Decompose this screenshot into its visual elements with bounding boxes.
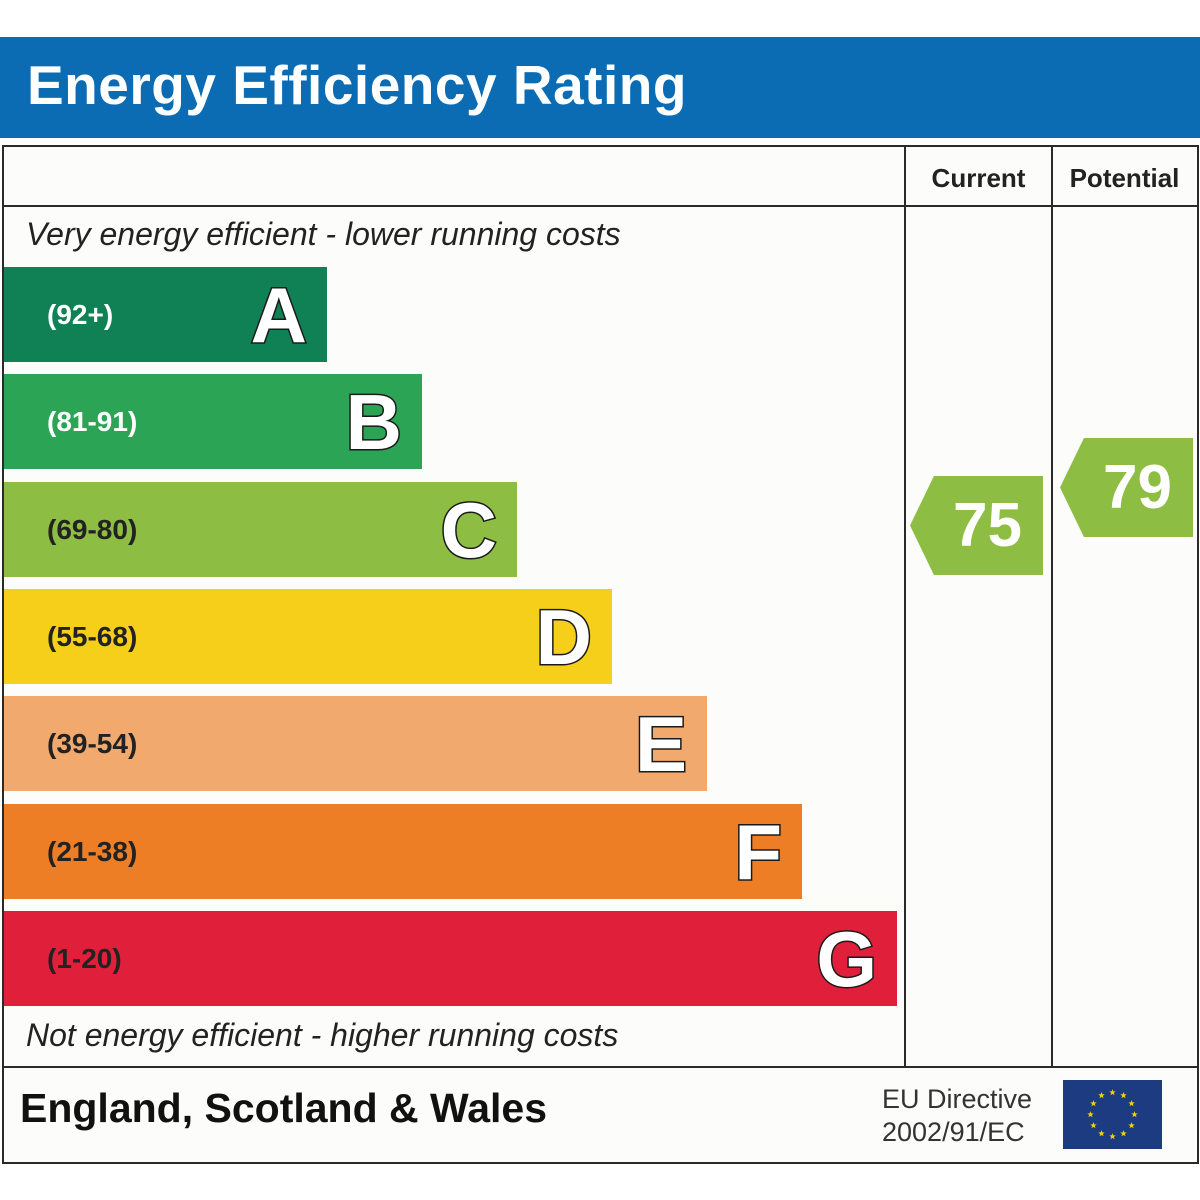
eu-star-icon (1128, 1100, 1135, 1107)
eu-star-icon (1120, 1092, 1127, 1099)
rating-bar-letter: B (344, 377, 403, 468)
footer-row-divider (2, 1066, 1197, 1068)
caption-not-efficient: Not energy efficient - higher running co… (26, 1017, 619, 1053)
eu-star-icon (1090, 1122, 1097, 1129)
rating-bar-letter: F (733, 807, 784, 898)
rating-bar-letter: G (815, 914, 879, 1005)
eu-flag-icon (1063, 1080, 1162, 1149)
eu-star-icon (1109, 1133, 1116, 1140)
eu-directive-line1: EU Directive (882, 1084, 1033, 1114)
rating-bar-range: (92+) (47, 299, 114, 330)
rating-bar-range: (39-54) (47, 728, 138, 759)
caption-very-efficient: Very energy efficient - lower running co… (26, 216, 621, 252)
rating-bar-b: (81-91) B (4, 374, 422, 469)
header-band (0, 37, 1200, 138)
rating-bar-c: (69-80) C (4, 482, 517, 577)
potential-rating-arrow: 79 (1060, 438, 1193, 537)
rating-bar-letter: D (534, 592, 593, 683)
eu-directive-line2: 2002/91/EC (882, 1117, 1025, 1147)
current-rating-arrow: 75 (910, 476, 1043, 575)
potential-rating-value: 79 (1103, 453, 1172, 522)
rating-bar-range: (69-80) (47, 514, 138, 545)
rating-bar-g: (1-20) G (4, 911, 897, 1006)
eu-star-icon (1120, 1130, 1127, 1137)
eu-star-icon (1098, 1130, 1105, 1137)
column-header-current: Current (931, 163, 1026, 193)
eu-star-icon (1087, 1111, 1094, 1118)
rating-bar-d: (55-68) D (4, 589, 612, 684)
eu-star-icon (1098, 1092, 1105, 1099)
eu-star-icon (1109, 1089, 1116, 1096)
rating-bar-letter: A (249, 270, 308, 361)
rating-bar-range: (1-20) (47, 943, 122, 974)
current-rating-value: 75 (953, 491, 1022, 560)
chart-title: Energy Efficiency Rating (27, 54, 687, 116)
eu-star-icon (1090, 1100, 1097, 1107)
rating-bar-e: (39-54) E (4, 696, 707, 791)
eu-star-icon (1131, 1111, 1138, 1118)
eu-stars (1087, 1089, 1138, 1140)
rating-bar-range: (55-68) (47, 621, 138, 652)
current-column-divider (904, 145, 906, 1068)
eu-star-icon (1128, 1122, 1135, 1129)
eu-directive: EU Directive 2002/91/EC (882, 1083, 1032, 1149)
column-header-potential: Potential (1069, 163, 1180, 193)
rating-bar-range: (21-38) (47, 836, 138, 867)
potential-column-divider (1051, 145, 1053, 1068)
rating-bar-range: (81-91) (47, 406, 138, 437)
rating-bar-letter: E (633, 699, 688, 790)
rating-bar-letter: C (439, 485, 498, 576)
header-row-divider (2, 205, 1197, 207)
region-label: England, Scotland & Wales (20, 1085, 547, 1131)
rating-bar-f: (21-38) F (4, 804, 802, 899)
rating-bar-a: (92+) A (4, 267, 327, 362)
